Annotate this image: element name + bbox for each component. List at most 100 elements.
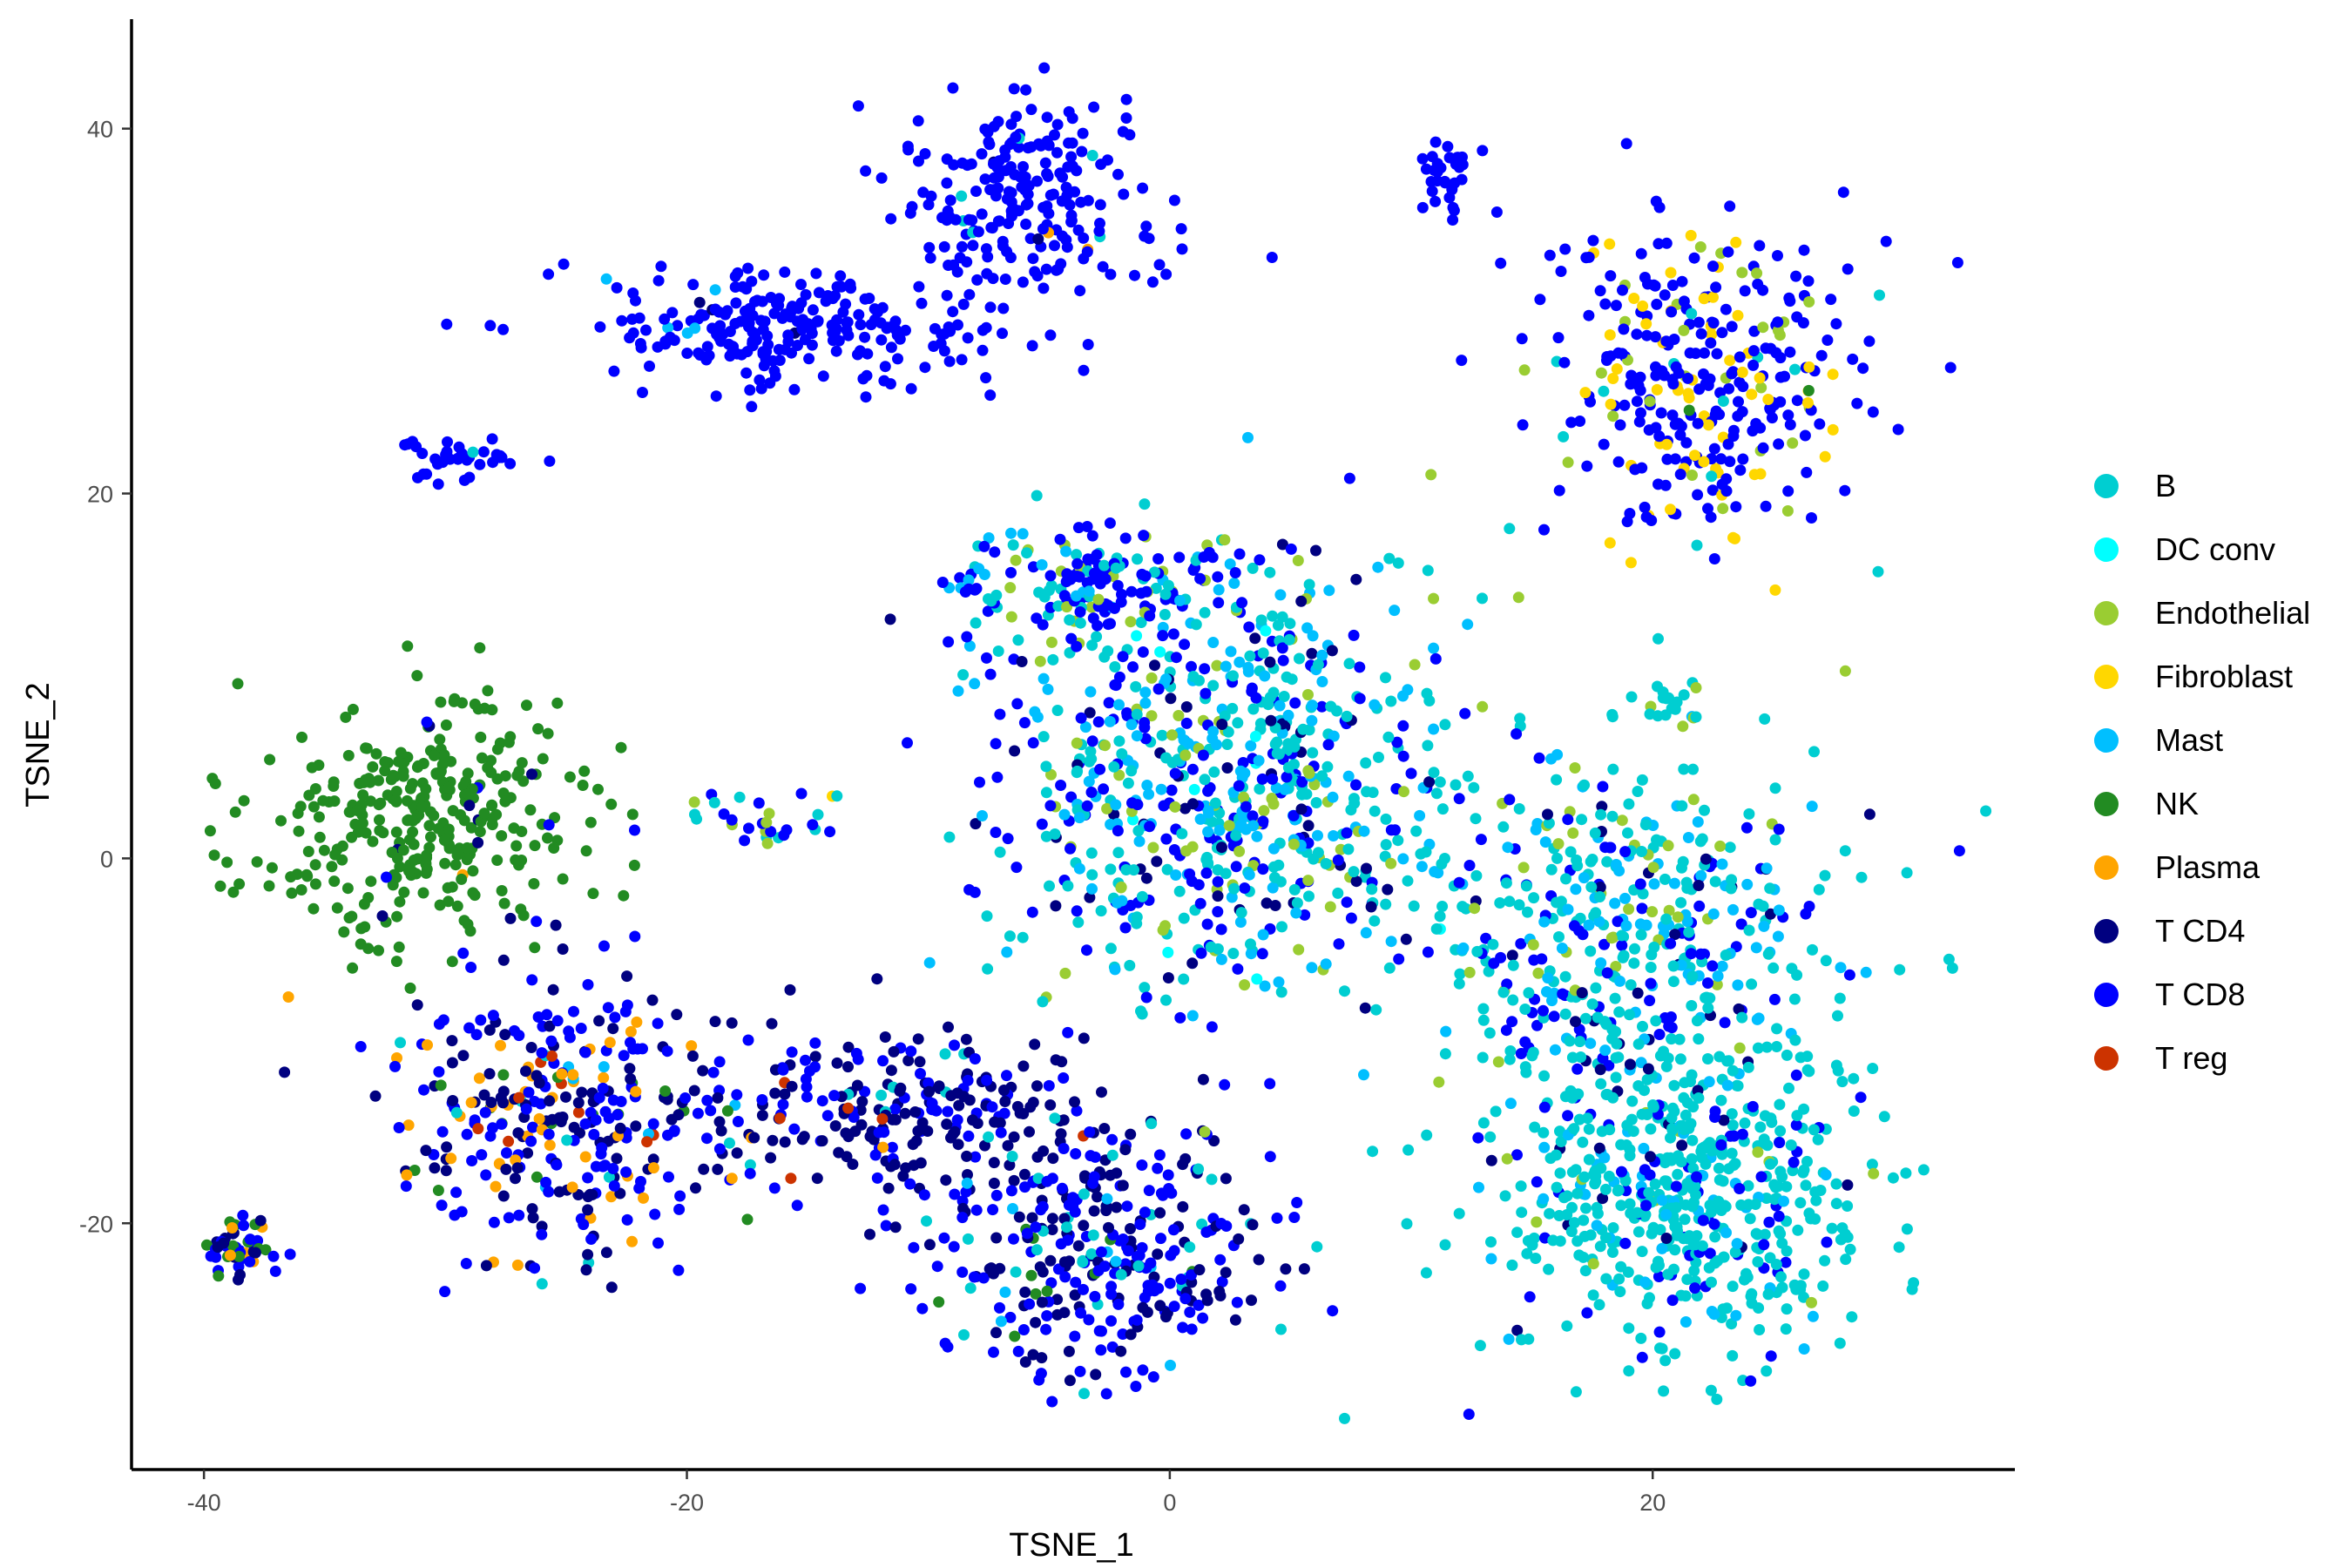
data-point — [631, 1016, 643, 1028]
data-point — [1713, 1195, 1725, 1207]
data-point — [1857, 362, 1869, 375]
data-point — [470, 1029, 483, 1041]
data-point — [442, 882, 454, 894]
data-point — [1078, 364, 1090, 376]
data-point — [1109, 963, 1121, 976]
data-point — [296, 731, 308, 743]
data-point — [1110, 562, 1122, 574]
data-point — [1017, 1324, 1030, 1335]
data-point — [1147, 1371, 1159, 1383]
data-point — [1229, 567, 1241, 578]
data-point — [1807, 943, 1818, 956]
data-point — [1583, 919, 1595, 931]
data-point — [961, 1150, 973, 1162]
data-point — [1589, 827, 1601, 839]
data-point — [1166, 784, 1178, 796]
data-point — [497, 954, 510, 966]
data-point — [1098, 1123, 1111, 1134]
data-point — [1792, 1224, 1804, 1236]
data-point — [403, 865, 415, 877]
data-point — [373, 944, 384, 956]
data-point — [1354, 693, 1366, 705]
data-point — [1112, 1298, 1125, 1310]
data-point — [1240, 801, 1252, 813]
data-point — [1638, 1142, 1650, 1154]
data-point — [1061, 568, 1073, 580]
data-point — [438, 835, 450, 846]
data-point — [1504, 896, 1516, 908]
data-point — [1247, 810, 1259, 822]
data-point — [1295, 595, 1308, 607]
data-point — [1759, 713, 1771, 725]
data-point — [1640, 318, 1652, 330]
data-point — [1179, 639, 1191, 651]
data-point — [1258, 805, 1270, 817]
data-point — [1420, 846, 1432, 858]
data-point — [1380, 813, 1392, 825]
data-point — [1257, 929, 1269, 941]
data-point — [1761, 1139, 1774, 1152]
data-point — [1504, 1053, 1516, 1065]
data-point — [556, 1068, 568, 1080]
data-point — [1040, 830, 1052, 842]
data-point — [674, 1190, 686, 1202]
data-point — [1686, 1183, 1699, 1195]
data-point — [1312, 659, 1324, 671]
data-point — [1369, 805, 1381, 817]
data-point — [1173, 885, 1186, 897]
data-point — [977, 344, 989, 356]
data-point — [1109, 679, 1121, 691]
data-point — [1013, 1211, 1025, 1223]
data-point — [1683, 404, 1695, 416]
data-point — [1147, 841, 1159, 854]
data-point — [1610, 961, 1622, 972]
data-point — [1040, 760, 1052, 773]
data-point — [1727, 1349, 1739, 1362]
data-point — [885, 1064, 897, 1077]
data-point — [1606, 708, 1619, 720]
data-point — [1131, 1251, 1143, 1263]
data-point — [1531, 1176, 1543, 1188]
data-point — [1212, 875, 1224, 888]
data-point — [497, 1190, 510, 1202]
data-point — [1026, 906, 1038, 918]
data-point — [1031, 1244, 1043, 1256]
data-point — [1636, 1351, 1648, 1363]
data-point — [1008, 83, 1020, 95]
data-point — [1092, 619, 1104, 632]
data-point — [1176, 243, 1188, 255]
data-point — [1522, 1234, 1534, 1247]
data-point — [1645, 962, 1657, 973]
data-point — [909, 1106, 922, 1118]
data-point — [1115, 882, 1127, 894]
data-point — [543, 1186, 555, 1198]
data-point — [786, 347, 797, 359]
data-point — [969, 1053, 981, 1064]
data-point — [1548, 1010, 1560, 1023]
data-point — [1135, 617, 1147, 628]
data-point — [331, 902, 343, 914]
data-point — [983, 1131, 995, 1143]
data-point — [1595, 367, 1607, 379]
data-point — [1157, 924, 1169, 936]
data-point — [1669, 929, 1681, 941]
data-point — [503, 1135, 515, 1147]
data-point — [352, 805, 363, 817]
data-point — [1586, 998, 1598, 1010]
data-point — [1708, 443, 1720, 455]
data-point — [943, 355, 956, 368]
data-point — [1049, 240, 1060, 252]
data-point — [238, 1220, 250, 1232]
data-point — [701, 341, 713, 353]
data-point — [580, 1264, 592, 1276]
data-point — [1032, 233, 1044, 245]
data-point — [961, 1177, 973, 1189]
data-point — [618, 889, 630, 902]
data-point — [1244, 650, 1256, 662]
data-point — [251, 855, 263, 868]
data-point — [877, 1204, 889, 1216]
data-point — [557, 943, 569, 955]
data-point — [1847, 353, 1859, 365]
data-point — [1400, 933, 1412, 945]
data-point — [1290, 907, 1302, 919]
